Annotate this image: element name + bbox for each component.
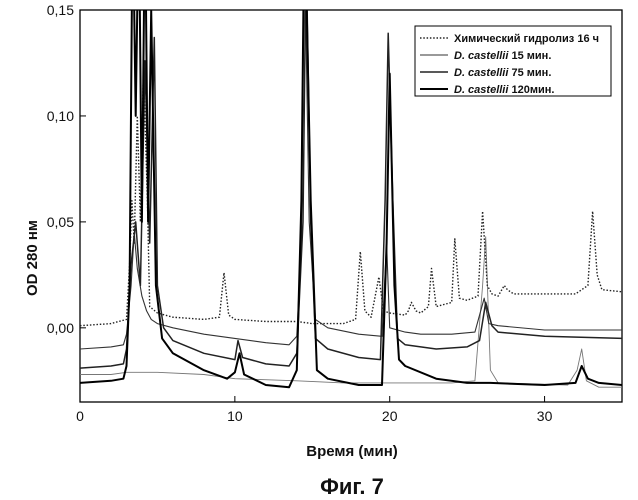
y-tick-label: 0,00 [47,320,74,336]
series-line-1 [80,67,622,326]
x-tick-label: 0 [76,408,84,424]
legend-label: D. castellii 15 мин. [454,50,551,62]
figure-caption: Фиг. 7 [320,474,384,499]
legend-label: D. castellii 75 мин. [454,67,551,79]
y-tick-label: 0,10 [47,108,74,124]
y-tick-label: 0,15 [47,2,74,18]
legend-label: Химический гидролиз 16 ч [454,33,599,45]
y-tick-label: 0,05 [47,214,74,230]
x-axis-title: Время (мин) [306,443,398,460]
x-tick-label: 20 [382,408,398,424]
legend: Химический гидролиз 16 ч D. castellii 15 … [415,26,611,96]
x-tick-label: 10 [227,408,243,424]
x-tick-label: 30 [537,408,553,424]
y-axis-title: OD 280 нм [24,220,41,296]
legend-label: D. castellii 120мин. [454,84,554,96]
